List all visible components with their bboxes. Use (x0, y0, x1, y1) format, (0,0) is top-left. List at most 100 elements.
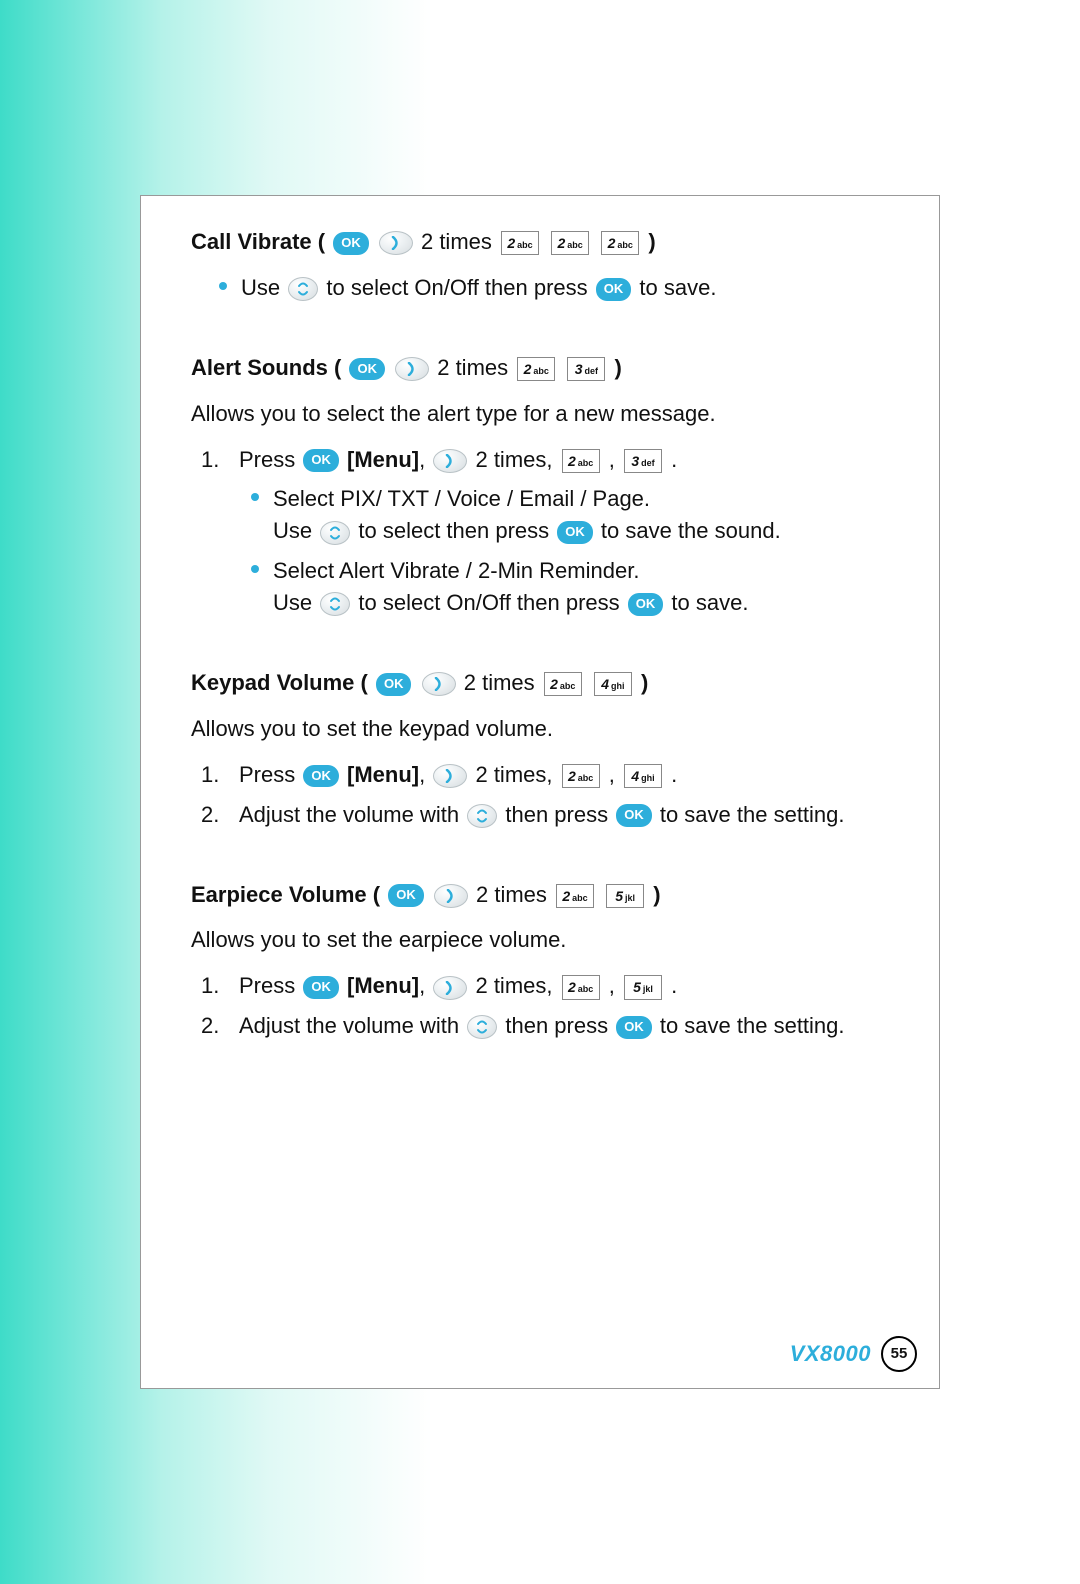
ok-icon: OK (628, 593, 664, 616)
updown-nav-icon (320, 592, 350, 616)
step-number: 2. (201, 1010, 239, 1042)
section-alert-sounds: Alert Sounds ( OK 2 times 2abc 3def ) Al… (191, 352, 909, 619)
key-2-icon: 2abc (562, 449, 600, 473)
step-body: Adjust the volume with then press OK to … (239, 1010, 909, 1042)
key-2-icon: 2abc (517, 357, 555, 381)
right-nav-icon (379, 231, 413, 255)
close-paren: ) (653, 882, 660, 907)
close-paren: ) (641, 670, 648, 695)
description: Allows you to select the alert type for … (191, 398, 909, 430)
key-2-icon: 2abc (601, 231, 639, 255)
heading-text: Earpiece Volume ( (191, 882, 380, 907)
text: to save. (671, 590, 748, 615)
ok-icon: OK (376, 673, 412, 696)
text: to save the setting. (660, 802, 845, 827)
text: Use (273, 518, 312, 543)
ok-icon: OK (616, 804, 652, 827)
key-2-icon: 2abc (501, 231, 539, 255)
ok-icon: OK (596, 278, 632, 301)
text: Press (239, 447, 295, 472)
bullet-dot-icon (251, 493, 259, 501)
heading-row: Earpiece Volume ( OK 2 times 2abc 5jkl ) (191, 879, 909, 911)
key-5-icon: 5jkl (624, 975, 662, 999)
two-times-label: 2 times, (475, 762, 552, 787)
line: Use to select then press OK to save the … (273, 515, 909, 547)
text: . (671, 447, 677, 472)
heading-row: Alert Sounds ( OK 2 times 2abc 3def ) (191, 352, 909, 384)
heading-text: Alert Sounds ( (191, 355, 341, 380)
ok-icon: OK (616, 1016, 652, 1039)
heading-text: Keypad Volume ( (191, 670, 368, 695)
description: Allows you to set the keypad volume. (191, 713, 909, 745)
ok-icon: OK (303, 976, 339, 999)
bullet-dot-icon (251, 565, 259, 573)
text: . (671, 973, 677, 998)
key-4-icon: 4ghi (624, 764, 662, 788)
line: Use to select On/Off then press OK to sa… (273, 587, 909, 619)
model-label: VX8000 (790, 1338, 871, 1370)
close-paren: ) (648, 229, 655, 254)
two-times-label: 2 times (476, 882, 547, 907)
ok-icon: OK (557, 521, 593, 544)
text: Use (273, 590, 312, 615)
text: Press (239, 973, 295, 998)
menu-label: [Menu] (347, 447, 419, 472)
heading-row: Call Vibrate ( OK 2 times 2abc 2abc 2abc… (191, 226, 909, 258)
text: to save. (639, 275, 716, 300)
section-keypad-volume: Keypad Volume ( OK 2 times 2abc 4ghi ) A… (191, 667, 909, 831)
text: to select On/Off then press (358, 590, 619, 615)
ok-icon: OK (303, 765, 339, 788)
heading-text: Call Vibrate ( (191, 229, 325, 254)
updown-nav-icon (467, 804, 497, 828)
key-5-icon: 5jkl (606, 884, 644, 908)
bullet-dot-icon (219, 282, 227, 290)
two-times-label: 2 times, (475, 973, 552, 998)
text: Select Alert Vibrate / 2-Min Reminder. (273, 555, 909, 587)
step-item: 2. Adjust the volume with then press OK … (201, 1010, 909, 1042)
key-2-icon: 2abc (562, 764, 600, 788)
menu-label: [Menu] (347, 973, 419, 998)
step-number: 1. (201, 970, 239, 1002)
ok-icon: OK (349, 358, 385, 381)
step-item: 1. Press OK [Menu], 2 times, 2abc , 3def… (201, 444, 909, 476)
text: to save the setting. (660, 1013, 845, 1038)
text: . (671, 762, 677, 787)
two-times-label: 2 times (421, 229, 492, 254)
updown-nav-icon (467, 1015, 497, 1039)
page-number: 55 (881, 1336, 917, 1372)
step-body: Press OK [Menu], 2 times, 2abc , 5jkl . (239, 970, 909, 1002)
ok-icon: OK (303, 449, 339, 472)
updown-nav-icon (288, 277, 318, 301)
two-times-label: 2 times (437, 355, 508, 380)
bullet-body: Select PIX/ TXT / Voice / Email / Page. … (273, 483, 909, 547)
text: to save the sound. (601, 518, 781, 543)
section-earpiece-volume: Earpiece Volume ( OK 2 times 2abc 5jkl )… (191, 879, 909, 1043)
step-number: 2. (201, 799, 239, 831)
step-number: 1. (201, 444, 239, 476)
bullet-item: Select PIX/ TXT / Voice / Email / Page. … (251, 483, 909, 547)
manual-page: Call Vibrate ( OK 2 times 2abc 2abc 2abc… (140, 195, 940, 1389)
key-3-icon: 3def (567, 357, 605, 381)
right-nav-icon (434, 884, 468, 908)
text: Adjust the volume with (239, 1013, 459, 1038)
right-nav-icon (433, 449, 467, 473)
menu-label: [Menu] (347, 762, 419, 787)
step-body: Press OK [Menu], 2 times, 2abc , 3def . (239, 444, 909, 476)
key-3-icon: 3def (624, 449, 662, 473)
bullet-item: Select Alert Vibrate / 2-Min Reminder. U… (251, 555, 909, 619)
step-item: 1. Press OK [Menu], 2 times, 2abc , 5jkl… (201, 970, 909, 1002)
heading-row: Keypad Volume ( OK 2 times 2abc 4ghi ) (191, 667, 909, 699)
bullet-body: Select Alert Vibrate / 2-Min Reminder. U… (273, 555, 909, 619)
key-2-icon: 2abc (544, 672, 582, 696)
key-4-icon: 4ghi (594, 672, 632, 696)
two-times-label: 2 times, (475, 447, 552, 472)
updown-nav-icon (320, 521, 350, 545)
two-times-label: 2 times (464, 670, 535, 695)
step-item: 1. Press OK [Menu], 2 times, 2abc , 4ghi… (201, 759, 909, 791)
text: Press (239, 762, 295, 787)
text: then press (505, 1013, 608, 1038)
text: Use (241, 275, 280, 300)
right-nav-icon (433, 764, 467, 788)
text: to select On/Off then press (326, 275, 587, 300)
step-body: Press OK [Menu], 2 times, 2abc , 4ghi . (239, 759, 909, 791)
